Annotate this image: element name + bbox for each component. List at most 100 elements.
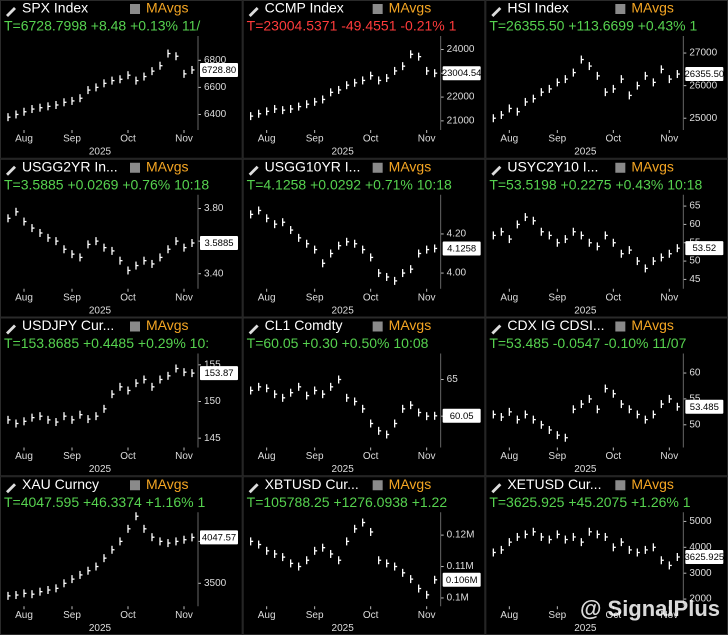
- x-axis-label: 2025: [574, 305, 597, 316]
- chart-title: XETUSD Cur...: [507, 476, 601, 492]
- edit-icon[interactable]: [248, 7, 259, 17]
- x-tick-label: Aug: [258, 451, 276, 462]
- edit-icon[interactable]: [248, 483, 259, 494]
- overlay-label: MAvgs: [389, 0, 432, 16]
- edit-icon[interactable]: [248, 324, 259, 335]
- chart-title: HSI Index: [507, 0, 568, 16]
- x-tick-label: Oct: [363, 451, 379, 462]
- edit-icon[interactable]: [6, 7, 16, 17]
- edit-icon[interactable]: [6, 483, 16, 494]
- last-value-box: [685, 67, 724, 82]
- x-tick-label: Nov: [660, 451, 678, 462]
- last-value-label: 3625.925: [685, 552, 725, 563]
- x-tick-label: Oct: [363, 134, 379, 145]
- edit-icon[interactable]: [491, 324, 502, 335]
- y-tick-label: 22000: [447, 92, 475, 103]
- edit-icon[interactable]: [491, 7, 502, 17]
- y-tick-label: 3.40: [204, 268, 224, 279]
- chart-title: XBTUSD Cur...: [265, 476, 359, 492]
- last-value-label: 53.485: [690, 402, 719, 413]
- chart-title: USYC2Y10 I...: [507, 158, 598, 174]
- x-tick-label: Sep: [63, 451, 81, 462]
- y-tick-label: 6600: [204, 82, 227, 93]
- x-tick-label: Sep: [548, 134, 566, 145]
- x-tick-label: Sep: [548, 451, 566, 462]
- y-tick-label: 24000: [447, 44, 475, 55]
- last-value-box: [200, 530, 238, 545]
- x-tick-label: Aug: [500, 610, 518, 621]
- overlay-label: MAvgs: [389, 158, 432, 174]
- y-tick-label: 155: [204, 359, 221, 370]
- cell-border: [242, 317, 486, 477]
- x-tick-label: Sep: [63, 134, 81, 145]
- x-tick-label: Nov: [660, 134, 678, 145]
- x-axis-label: 2025: [89, 623, 112, 634]
- x-tick-label: Sep: [63, 292, 81, 303]
- overlay-icon[interactable]: [130, 480, 140, 491]
- quote: T=105788.25 +1276.0938 +1.22: [247, 494, 448, 510]
- overlay-label: MAvgs: [631, 476, 674, 492]
- edit-icon[interactable]: [6, 324, 16, 335]
- last-value-box: [442, 408, 481, 423]
- overlay-label: MAvgs: [146, 317, 189, 333]
- y-tick-label: 26000: [689, 80, 717, 91]
- overlay-icon[interactable]: [372, 321, 383, 332]
- overlay-label: MAvgs: [146, 0, 189, 16]
- edit-icon[interactable]: [491, 165, 502, 176]
- x-tick-label: Oct: [606, 134, 622, 145]
- x-tick-label: Nov: [418, 451, 436, 462]
- quote: T=6728.7998 +8.48 +0.13% 11/: [4, 18, 200, 34]
- y-tick-label: 55: [689, 394, 701, 405]
- y-tick-label: 6800: [204, 55, 227, 66]
- edit-icon[interactable]: [6, 165, 16, 176]
- overlay-label: MAvgs: [631, 158, 674, 174]
- y-tick-label: 50: [689, 419, 701, 430]
- overlay-icon[interactable]: [130, 321, 140, 332]
- last-value-label: 53.52: [692, 243, 716, 254]
- cell-border: [0, 317, 243, 477]
- x-tick-label: Nov: [175, 451, 193, 462]
- last-value-box: [442, 66, 481, 81]
- x-tick-label: Oct: [120, 292, 136, 303]
- x-tick-label: Aug: [15, 134, 33, 145]
- chart-title: CCMP Index: [265, 0, 344, 16]
- y-tick-label: 145: [204, 433, 221, 444]
- overlay-icon[interactable]: [130, 4, 140, 14]
- x-axis-label: 2025: [89, 305, 112, 316]
- overlay-icon[interactable]: [615, 4, 626, 14]
- y-tick-label: 50: [689, 256, 701, 267]
- x-axis-label: 2025: [574, 464, 597, 475]
- x-tick-label: Oct: [606, 610, 622, 621]
- last-value-label: 153.87: [204, 368, 233, 379]
- y-tick-label: 25000: [689, 113, 717, 124]
- last-value-box: [685, 399, 724, 414]
- x-tick-label: Sep: [548, 610, 566, 621]
- x-tick-label: Nov: [175, 292, 193, 303]
- edit-icon[interactable]: [248, 165, 259, 176]
- chart-title: USGG2YR In...: [22, 158, 118, 174]
- x-tick-label: Oct: [606, 451, 622, 462]
- x-axis-label: 2025: [574, 623, 597, 634]
- chart-title: XAU Curncy: [22, 476, 99, 492]
- overlay-icon[interactable]: [615, 321, 626, 332]
- y-tick-label: 60: [689, 368, 701, 379]
- x-tick-label: Sep: [306, 292, 324, 303]
- overlay-icon[interactable]: [615, 480, 626, 491]
- overlay-icon[interactable]: [130, 162, 140, 173]
- last-value-box: [442, 241, 481, 256]
- x-axis-label: 2025: [89, 147, 112, 158]
- overlay-icon[interactable]: [615, 162, 626, 173]
- overlay-icon[interactable]: [372, 480, 383, 491]
- x-tick-label: Aug: [500, 292, 518, 303]
- overlay-label: MAvgs: [389, 476, 432, 492]
- overlay-label: MAvgs: [631, 317, 674, 333]
- last-value-box: [200, 235, 238, 250]
- x-tick-label: Oct: [363, 610, 379, 621]
- edit-icon[interactable]: [491, 483, 502, 494]
- overlay-label: MAvgs: [146, 476, 189, 492]
- overlay-icon[interactable]: [372, 4, 383, 14]
- overlay-icon[interactable]: [372, 162, 383, 173]
- chart-title: CL1 Comdty: [265, 317, 343, 333]
- x-tick-label: Aug: [15, 451, 33, 462]
- last-value-box: [200, 366, 238, 381]
